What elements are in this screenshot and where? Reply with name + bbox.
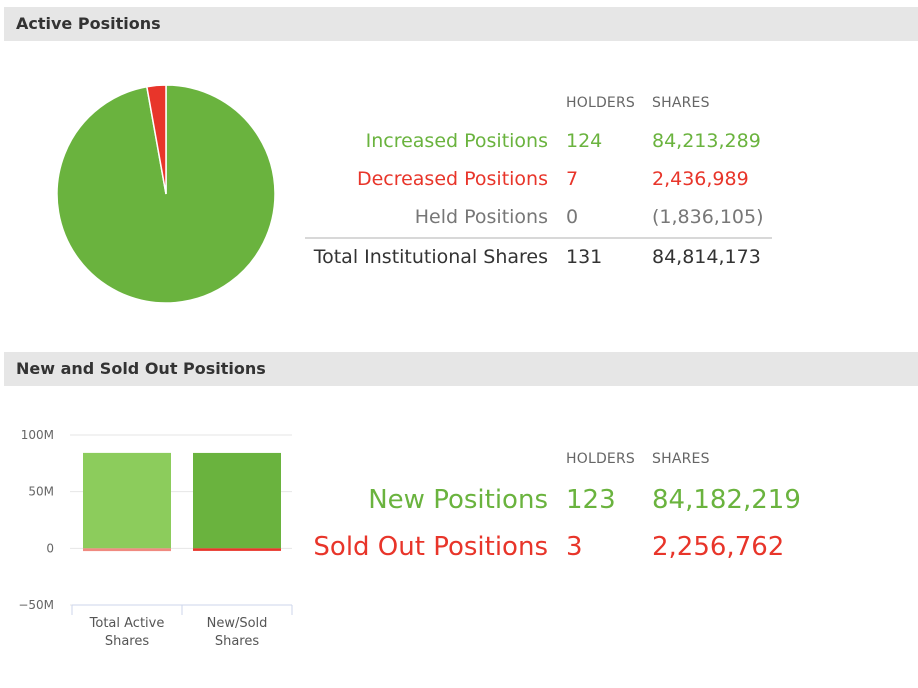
total-institutional-row: Total Institutional Shares <box>0 246 548 276</box>
new-sold-positions-title: New and Sold Out Positions <box>16 359 266 378</box>
total-institutional-label: Total Institutional Shares <box>313 246 548 268</box>
pie-slice-decreased-positions[interactable] <box>145 84 167 195</box>
new-positions-row: New Positions <box>0 485 548 521</box>
new-sold-bar-chart: 100M 50M 0 −50M Total Active Shares New/Sold Sh… <box>18 428 293 649</box>
sold-out-positions-holders: 3 <box>566 532 583 562</box>
increased-positions-row: Increased Positions <box>0 130 548 160</box>
decreased-positions-holders: 7 <box>566 168 579 190</box>
active-positions-pie-chart <box>56 84 276 304</box>
total-institutional-holders: 131 <box>566 246 603 268</box>
active-positions-table: HOLDERS SHARES Increased Positions 124 8… <box>0 0 918 340</box>
y-tick-label: 0 <box>46 541 54 555</box>
total-divider <box>305 237 772 239</box>
y-tick-label: 100M <box>21 428 54 442</box>
increased-positions-label: Increased Positions <box>365 130 548 152</box>
x-category-label: New/Sold <box>207 616 268 631</box>
new-positions-label: New Positions <box>368 485 548 515</box>
decreased-positions-label: Decreased Positions <box>356 168 548 190</box>
decreased-positions-shares: 2,436,989 <box>652 168 749 190</box>
held-positions-row: Held Positions <box>0 206 548 236</box>
holders-column-header: HOLDERS <box>566 95 635 111</box>
total-institutional-shares: 84,814,173 <box>652 246 761 268</box>
x-category-label: Shares <box>105 634 150 649</box>
new-sold-positions-header: New and Sold Out Positions <box>4 352 918 386</box>
x-category-label: Shares <box>215 634 260 649</box>
x-category-label: Total Active <box>89 616 165 631</box>
held-positions-label: Held Positions <box>414 206 548 228</box>
bar-negative-2[interactable] <box>193 548 281 551</box>
held-positions-shares: (1,836,105) <box>652 206 764 228</box>
new-shares-column-header: SHARES <box>652 451 710 467</box>
shares-column-header: SHARES <box>652 95 710 111</box>
new-holders-column-header: HOLDERS <box>566 451 635 467</box>
active-positions-title: Active Positions <box>16 14 161 33</box>
active-positions-header: Active Positions <box>4 7 918 41</box>
bar-negative-1[interactable] <box>83 548 171 552</box>
new-positions-holders: 123 <box>566 485 616 515</box>
decreased-positions-row: Decreased Positions <box>0 168 548 198</box>
increased-positions-holders: 124 <box>566 130 603 152</box>
bar-positive-2[interactable] <box>193 452 281 549</box>
held-positions-holders: 0 <box>566 206 579 228</box>
sold-out-positions-row: Sold Out Positions <box>0 532 548 568</box>
sold-out-positions-label: Sold Out Positions <box>313 532 548 562</box>
bar-positive-1[interactable] <box>83 452 171 549</box>
new-positions-shares: 84,182,219 <box>652 485 801 515</box>
y-tick-label: 50M <box>28 485 54 499</box>
y-tick-label: −50M <box>18 598 54 612</box>
increased-positions-shares: 84,213,289 <box>652 130 761 152</box>
sold-out-positions-shares: 2,256,762 <box>652 532 785 562</box>
